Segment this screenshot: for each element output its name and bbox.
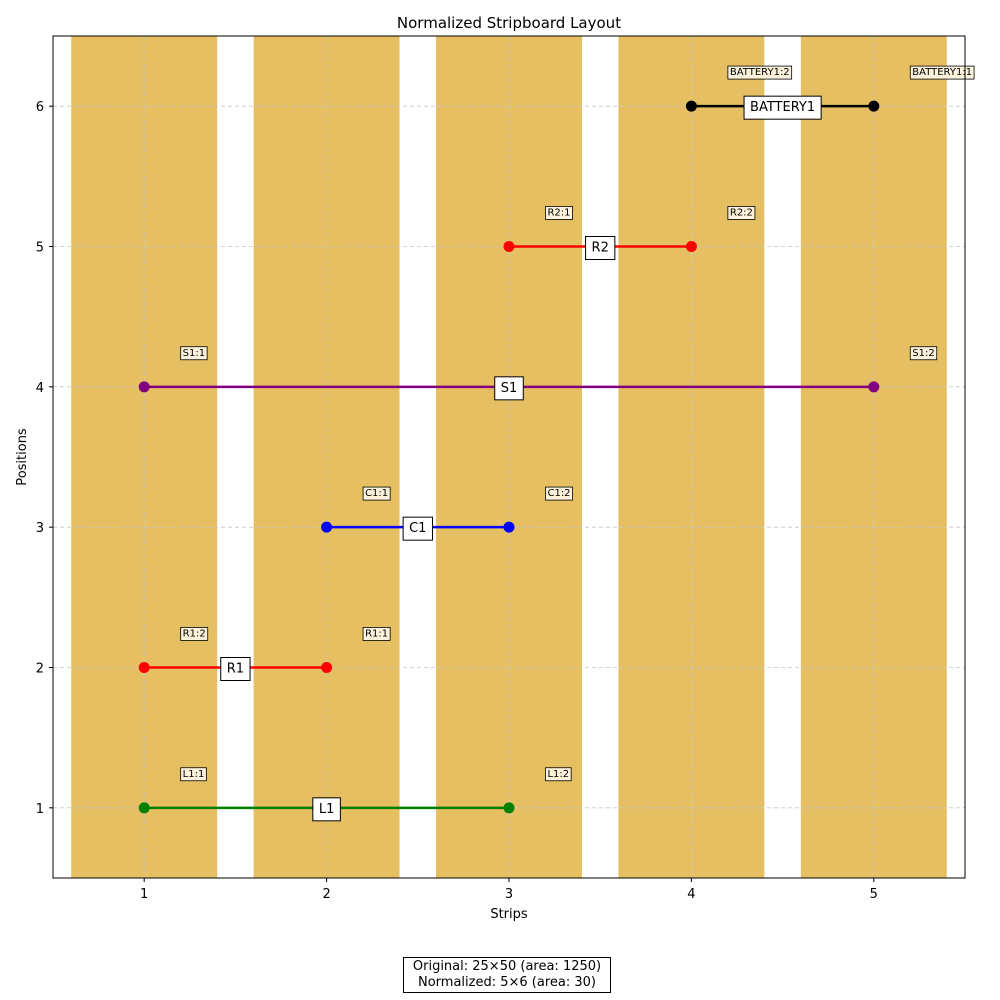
y-tick-label: 4 (36, 381, 44, 396)
pin-marker (321, 662, 333, 673)
ticks-layer: 1 2 3 4 5 1 2 3 4 5 6 (36, 100, 878, 902)
pin-label-box (545, 767, 572, 782)
pin-label-box (180, 767, 207, 782)
pin-marker (138, 802, 150, 814)
pin-label: S1:1 (180, 346, 208, 361)
pin-label-text: C1:2 (547, 488, 570, 499)
y-tick-label: 3 (36, 521, 44, 536)
pin-label-text: BATTERY1:2 (730, 67, 790, 78)
component-l1: L1:1 L1:2 L1 (138, 767, 572, 822)
component-name-box (585, 236, 616, 260)
x-tick-label: 5 (870, 887, 878, 902)
component-name-label: BATTERY1 (743, 95, 822, 120)
component-name-box (220, 657, 251, 681)
component-battery1: BATTERY1:2 BATTERY1:1 BATTERY1 (685, 65, 975, 120)
pin-marker (868, 100, 880, 112)
component-name-text: BATTERY1 (750, 100, 815, 115)
pin-label-text: R2:2 (730, 207, 753, 218)
y-tick-label: 2 (36, 662, 44, 677)
pin-label-box (362, 486, 391, 501)
x-tick-label: 2 (322, 887, 330, 902)
component-name-box (402, 516, 433, 541)
dimensions-caption: Original: 25×50 (area: 1250) Normalized:… (403, 957, 611, 993)
pin-label-box (180, 627, 209, 641)
pin-label-text: C1:1 (365, 488, 388, 499)
pin-label-box (180, 346, 208, 361)
pin-label: L1:1 (180, 767, 207, 782)
x-tick-label: 4 (687, 887, 695, 902)
caption-original: Original: 25×50 (area: 1250) (412, 959, 602, 974)
pin-label: S1:2 (909, 346, 938, 361)
pin-label-text: R1:1 (365, 628, 388, 639)
pin-label: L1:2 (545, 767, 572, 782)
chart-title: Normalized Stripboard Layout (397, 14, 621, 32)
pin-label-text: BATTERY1:1 (912, 67, 972, 78)
pin-label: C1:1 (362, 486, 391, 501)
pin-label-box (545, 486, 573, 501)
component-name-text: C1 (409, 521, 426, 536)
component-s1: S1:1 S1:2 S1 (138, 346, 938, 401)
pin-marker (321, 521, 333, 533)
y-tick-label: 5 (36, 241, 44, 256)
pin-label-box (727, 65, 793, 80)
pin-marker (685, 100, 697, 112)
y-axis-label: Positions (15, 428, 30, 486)
pin-label: R1:1 (362, 627, 391, 641)
pin-label-box (362, 627, 391, 641)
pin-label-box (909, 346, 938, 361)
pin-label-text: L1:1 (183, 769, 205, 780)
component-c1: C1:1 C1:2 C1 (321, 486, 573, 541)
pin-marker (685, 241, 697, 252)
pin-marker (503, 521, 515, 533)
pin-label: R1:2 (180, 627, 209, 641)
pin-label-text: R1:2 (183, 628, 206, 639)
pin-label: BATTERY1:2 (727, 65, 793, 80)
component-name-box (743, 95, 822, 120)
x-tick-label: 1 (140, 887, 148, 902)
pin-label: C1:2 (545, 486, 573, 501)
component-name-label: L1 (312, 797, 341, 822)
component-name-box (494, 376, 524, 401)
pin-marker (868, 381, 880, 393)
pin-marker (138, 662, 150, 673)
pin-label-text: L1:2 (547, 769, 569, 780)
x-axis-label: Strips (490, 907, 528, 922)
component-name-label: R2 (585, 236, 616, 260)
pin-label-text: S1:2 (912, 348, 934, 359)
y-tick-label: 1 (36, 802, 44, 817)
pin-label-box (545, 206, 573, 220)
component-name-text: R1 (227, 662, 244, 677)
component-name-box (312, 797, 341, 822)
component-name-label: R1 (220, 657, 251, 681)
pin-label-box (727, 206, 756, 220)
x-tick-label: 3 (505, 887, 513, 902)
pin-marker (138, 381, 150, 393)
component-name-text: S1 (501, 381, 518, 396)
pin-marker (503, 241, 515, 252)
component-name-text: L1 (319, 802, 335, 817)
component-name-label: S1 (494, 376, 524, 401)
pin-label-text: R2:1 (547, 207, 570, 218)
pin-label-text: S1:1 (183, 348, 205, 359)
component-name-text: R2 (592, 241, 609, 256)
component-r2: R2:1 R2:2 R2 (503, 206, 756, 260)
component-name-label: C1 (402, 516, 433, 541)
component-r1: R1:2 R1:1 R1 (138, 627, 391, 681)
pin-marker (503, 802, 515, 814)
pin-label: BATTERY1:1 (909, 65, 975, 80)
caption-normalized: Normalized: 5×6 (area: 30) (418, 975, 596, 990)
pin-label: R2:1 (545, 206, 573, 220)
pin-label-box (909, 65, 975, 80)
y-tick-label: 6 (36, 100, 44, 115)
pin-label: R2:2 (727, 206, 756, 220)
